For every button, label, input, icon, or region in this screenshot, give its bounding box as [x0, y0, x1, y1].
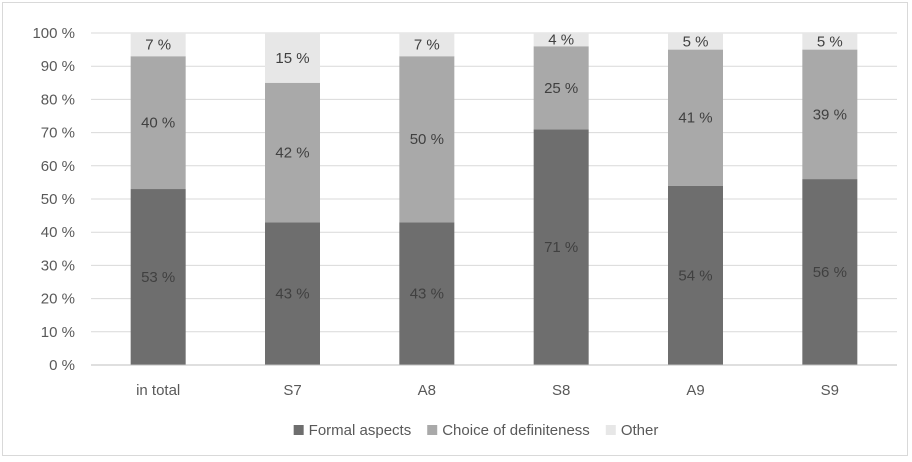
data-label: 7 %: [414, 37, 440, 54]
y-tick-label: 100 %: [32, 25, 75, 42]
bar-segment-other: [265, 33, 320, 83]
bar-segment-other: [130, 33, 186, 57]
x-tick-label: S7: [283, 382, 301, 399]
data-label: 4 %: [548, 32, 574, 49]
data-label: 41 %: [678, 110, 712, 127]
data-label: 39 %: [813, 106, 847, 123]
bar-segment-choice-of-definiteness: [265, 82, 320, 223]
data-label: 50 %: [410, 131, 444, 148]
x-tick-label: in total: [136, 382, 180, 399]
data-label: 43 %: [275, 286, 309, 303]
bar-segment-choice-of-definiteness: [399, 56, 455, 223]
x-axis-labels: in total S7 A8 S8 A9 S9: [136, 382, 839, 399]
data-label: 5 %: [817, 33, 843, 50]
y-tick-label: 0 %: [49, 357, 75, 374]
bar-segment-other: [399, 33, 455, 57]
bar-segment-other: [802, 33, 858, 50]
legend-swatch: [427, 425, 438, 435]
data-label: 7 %: [145, 37, 171, 54]
y-tick-label: 20 %: [41, 291, 75, 308]
x-tick-label: A8: [418, 382, 436, 399]
legend: Formal aspects Choice of definiteness Othe…: [293, 422, 659, 439]
legend-label: Other: [621, 422, 659, 439]
y-tick-label: 10 %: [41, 324, 75, 341]
stacked-bar-chart: 0 % 10 % 20 % 30 % 40 % 50 % 60 % 70 % 80 % 90 % 1…: [32, 25, 897, 439]
chart-frame: 0 % 10 % 20 % 30 % 40 % 50 % 60 % 70 % 80 % 90 % 1…: [2, 2, 908, 456]
legend-swatch: [293, 425, 304, 435]
data-label: 56 %: [813, 264, 847, 281]
bar-segment-formal-aspects: [399, 222, 455, 365]
bar-segment-formal-aspects: [802, 179, 858, 365]
y-axis-ticks: 0 % 10 % 20 % 30 % 40 % 50 % 60 % 70 % 80 % 90 % 1…: [32, 25, 75, 374]
gridlines: [91, 32, 897, 333]
y-tick-label: 30 %: [41, 257, 75, 274]
bar-segment-choice-of-definiteness: [668, 49, 723, 186]
x-tick-label: S9: [821, 382, 839, 399]
bar-segment-other: [668, 33, 723, 50]
bars: 53 % 40 % 7 % 43 % 42 % 15 % 43 % 50 % 7 % 71 % 25…: [130, 32, 858, 365]
bar-segment-formal-aspects: [668, 185, 723, 365]
y-tick-label: 80 %: [41, 91, 75, 108]
x-tick-label: A9: [686, 382, 704, 399]
data-label: 71 %: [544, 239, 578, 256]
data-label: 40 %: [141, 115, 175, 132]
data-label: 5 %: [683, 33, 709, 50]
y-tick-label: 60 %: [41, 158, 75, 175]
data-label: 42 %: [275, 145, 309, 162]
bar-segment-choice-of-definiteness: [533, 46, 589, 130]
bar-segment-other: [533, 33, 589, 47]
data-label: 15 %: [275, 50, 309, 67]
bar-segment-formal-aspects: [533, 129, 589, 365]
data-label: 54 %: [678, 267, 712, 284]
bar-segment-formal-aspects: [130, 189, 186, 365]
x-tick-label: S8: [552, 382, 570, 399]
bar-segment-choice-of-definiteness: [802, 49, 858, 180]
data-label: 25 %: [544, 80, 578, 97]
data-label: 53 %: [141, 269, 175, 286]
data-label: 43 %: [410, 286, 444, 303]
y-tick-label: 70 %: [41, 125, 75, 142]
bar-segment-choice-of-definiteness: [130, 56, 186, 190]
bar-segment-formal-aspects: [265, 222, 320, 365]
legend-label: Choice of definiteness: [442, 422, 590, 439]
legend-label: Formal aspects: [309, 422, 412, 439]
y-tick-label: 50 %: [41, 191, 75, 208]
y-tick-label: 90 %: [41, 58, 75, 75]
y-tick-label: 40 %: [41, 224, 75, 241]
legend-swatch: [605, 425, 616, 435]
